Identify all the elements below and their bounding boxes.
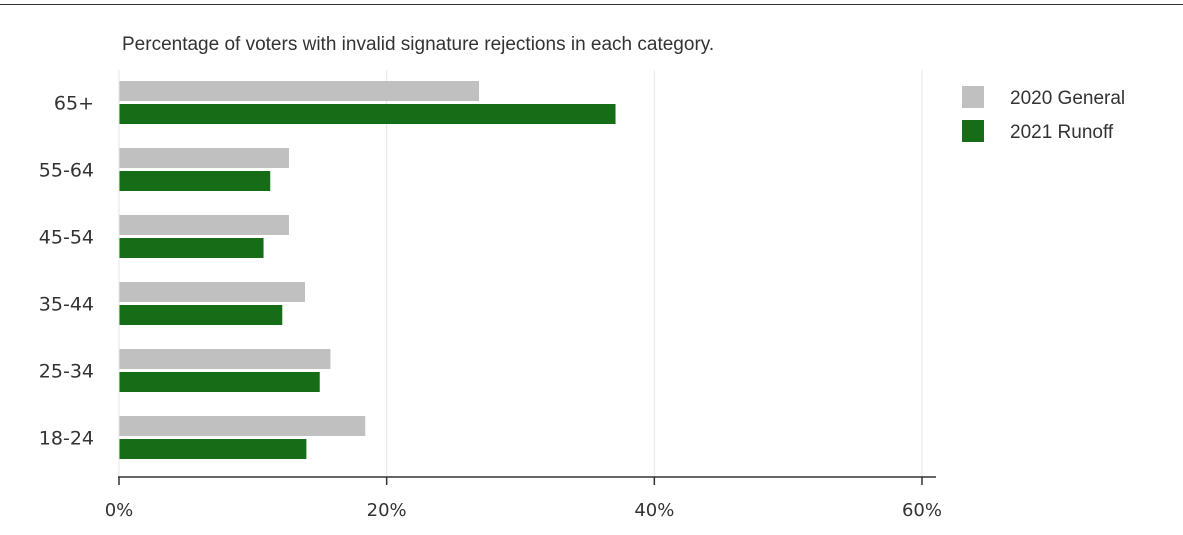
category-label: 45-54 bbox=[39, 227, 94, 249]
bars bbox=[119, 81, 616, 459]
top-rule bbox=[0, 4, 1183, 5]
bar bbox=[119, 372, 320, 392]
legend-label: 2021 Runoff bbox=[1010, 122, 1114, 143]
bar bbox=[119, 104, 616, 124]
gridlines bbox=[386, 70, 923, 477]
category-labels: 65+ 55-64 45-54 35-44 25-34 18-24 bbox=[39, 93, 94, 450]
x-tick-label: 20% bbox=[367, 500, 407, 521]
chart-title: Percentage of voters with invalid signat… bbox=[122, 34, 714, 55]
bar bbox=[119, 305, 283, 325]
bar bbox=[119, 148, 289, 168]
legend: 2020 General 2021 Runoff bbox=[962, 86, 1125, 143]
legend-swatch bbox=[962, 86, 984, 108]
category-label: 65+ bbox=[54, 93, 94, 115]
bar bbox=[119, 439, 307, 459]
bar bbox=[119, 238, 264, 258]
legend-label: 2020 General bbox=[1010, 88, 1125, 109]
x-tick-label: 60% bbox=[902, 500, 942, 521]
bar bbox=[119, 215, 289, 235]
category-label: 55-64 bbox=[39, 160, 94, 182]
legend-swatch bbox=[962, 120, 984, 142]
bar bbox=[119, 349, 331, 369]
bar bbox=[119, 81, 480, 101]
category-label: 25-34 bbox=[39, 361, 94, 383]
bar bbox=[119, 282, 306, 302]
bar bbox=[119, 171, 271, 191]
category-label: 35-44 bbox=[39, 294, 94, 316]
bar bbox=[119, 416, 366, 436]
x-tick-label: 0% bbox=[105, 500, 134, 521]
x-tick-label: 40% bbox=[634, 500, 674, 521]
x-axis: 0% 20% 40% 60% bbox=[105, 70, 942, 521]
category-label: 18-24 bbox=[39, 428, 94, 450]
